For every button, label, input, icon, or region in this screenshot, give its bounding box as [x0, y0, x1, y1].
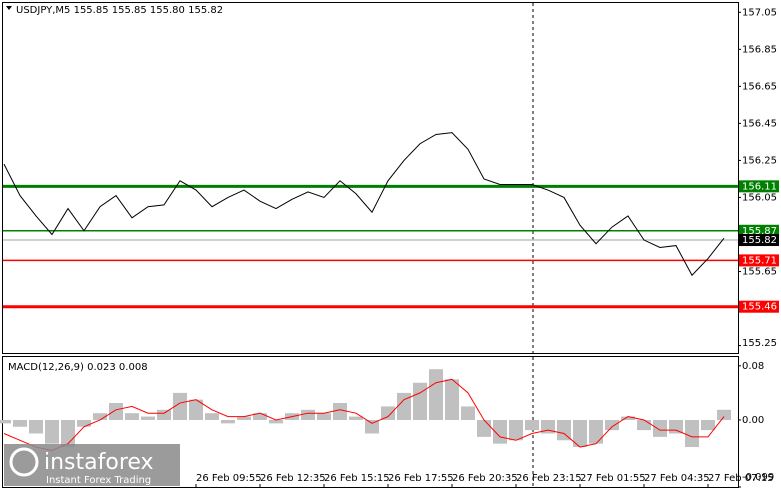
macd-title: MACD(12,26,9) 0.023 0.008 [8, 362, 148, 373]
y-tick-label: 155.25 [742, 338, 777, 349]
histogram-bar [77, 419, 91, 427]
x-tick-label: 27 Feb 04:35 [644, 473, 710, 484]
level-tag [739, 300, 779, 313]
histogram-bar [349, 416, 363, 420]
histogram-bar [189, 399, 203, 420]
histogram-bar [365, 419, 379, 434]
y-tick-label: 0.00 [742, 415, 764, 426]
histogram-bar [109, 403, 123, 420]
x-tick-label: 26 Feb 12:35 [260, 473, 326, 484]
histogram-bar [93, 413, 107, 420]
histogram-bar [525, 419, 539, 431]
histogram-bar [13, 419, 27, 427]
histogram-bar [125, 413, 139, 420]
histogram-bar [717, 409, 731, 420]
x-tick-label: 26 Feb 09:55 [196, 473, 262, 484]
histogram-bar [429, 369, 443, 420]
x-tick-label: 26 Feb 23:15 [516, 473, 582, 484]
histogram-bar [381, 406, 395, 420]
level-tag [739, 224, 779, 237]
histogram-bar [573, 419, 587, 448]
level-tag [739, 234, 779, 247]
level-tag [739, 254, 779, 267]
level-label: 156.11 [742, 181, 777, 192]
histogram-bar [221, 419, 235, 424]
histogram-bar [461, 406, 475, 420]
y-tick-label: 156.85 [742, 44, 777, 55]
histogram-bar [445, 379, 459, 420]
price-line [3, 132, 725, 277]
histogram-bar [589, 419, 603, 444]
histogram-bar [141, 416, 155, 420]
histogram-bar [637, 419, 651, 431]
histogram-bar [477, 419, 491, 437]
logo: instaforex Instant Forex Trading [4, 444, 180, 486]
x-tick-label: 26 Feb 20:35 [452, 473, 518, 484]
price-pane [2, 2, 739, 354]
histogram-bar [205, 413, 219, 420]
logo-name: instaforex [44, 450, 154, 475]
histogram-bar [621, 416, 635, 420]
histogram-bar [253, 413, 267, 420]
histogram-bar [397, 392, 411, 420]
level-label: 155.87 [742, 226, 777, 237]
histogram-bar [685, 419, 699, 448]
histogram-bar [45, 419, 59, 444]
histogram-bar [0, 419, 11, 424]
x-tick-label: 27 Feb 01:55 [580, 473, 646, 484]
histogram-bar [509, 419, 523, 441]
histogram-bar [269, 419, 283, 424]
histogram-bar [333, 403, 347, 420]
y-tick-label: 155.65 [742, 267, 777, 278]
histogram-bar [237, 416, 251, 420]
level-tag [739, 180, 779, 193]
x-tick-label: 27 Feb 07:15 [708, 473, 774, 484]
histogram-bar [653, 419, 667, 437]
histogram-bar [669, 419, 683, 434]
y-tick-label: 157.05 [742, 7, 777, 18]
histogram-bar [317, 413, 331, 420]
x-tick-label: 26 Feb 17:55 [388, 473, 454, 484]
histogram-bar [157, 409, 171, 420]
histogram-bar [605, 419, 619, 431]
level-label: 155.46 [742, 302, 777, 313]
logo-icon [9, 447, 39, 477]
histogram-bar [413, 382, 427, 420]
chart-title: USDJPY,M5 155.85 155.85 155.80 155.82 [16, 5, 223, 16]
histogram-bar [541, 419, 555, 434]
y-tick-label: -0.099 [742, 472, 774, 483]
histogram-bar [557, 419, 571, 441]
x-tick-label: 26 Feb 15:15 [324, 473, 390, 484]
y-tick-label: 156.65 [742, 81, 777, 92]
y-tick-label: 156.45 [742, 118, 777, 129]
signal-line [3, 378, 725, 451]
logo-tagline: Instant Forex Trading [46, 475, 151, 486]
histogram-bar [29, 419, 43, 434]
histogram-bar [301, 409, 315, 420]
menu-arrow [6, 6, 12, 10]
histogram-bar [701, 419, 715, 431]
level-label: 155.82 [742, 235, 777, 246]
y-tick-label: 156.05 [742, 192, 777, 203]
y-tick-label: 0.08 [742, 361, 764, 372]
histogram-bar [173, 392, 187, 420]
level-label: 155.71 [742, 255, 777, 266]
y-tick-label: 156.25 [742, 155, 777, 166]
